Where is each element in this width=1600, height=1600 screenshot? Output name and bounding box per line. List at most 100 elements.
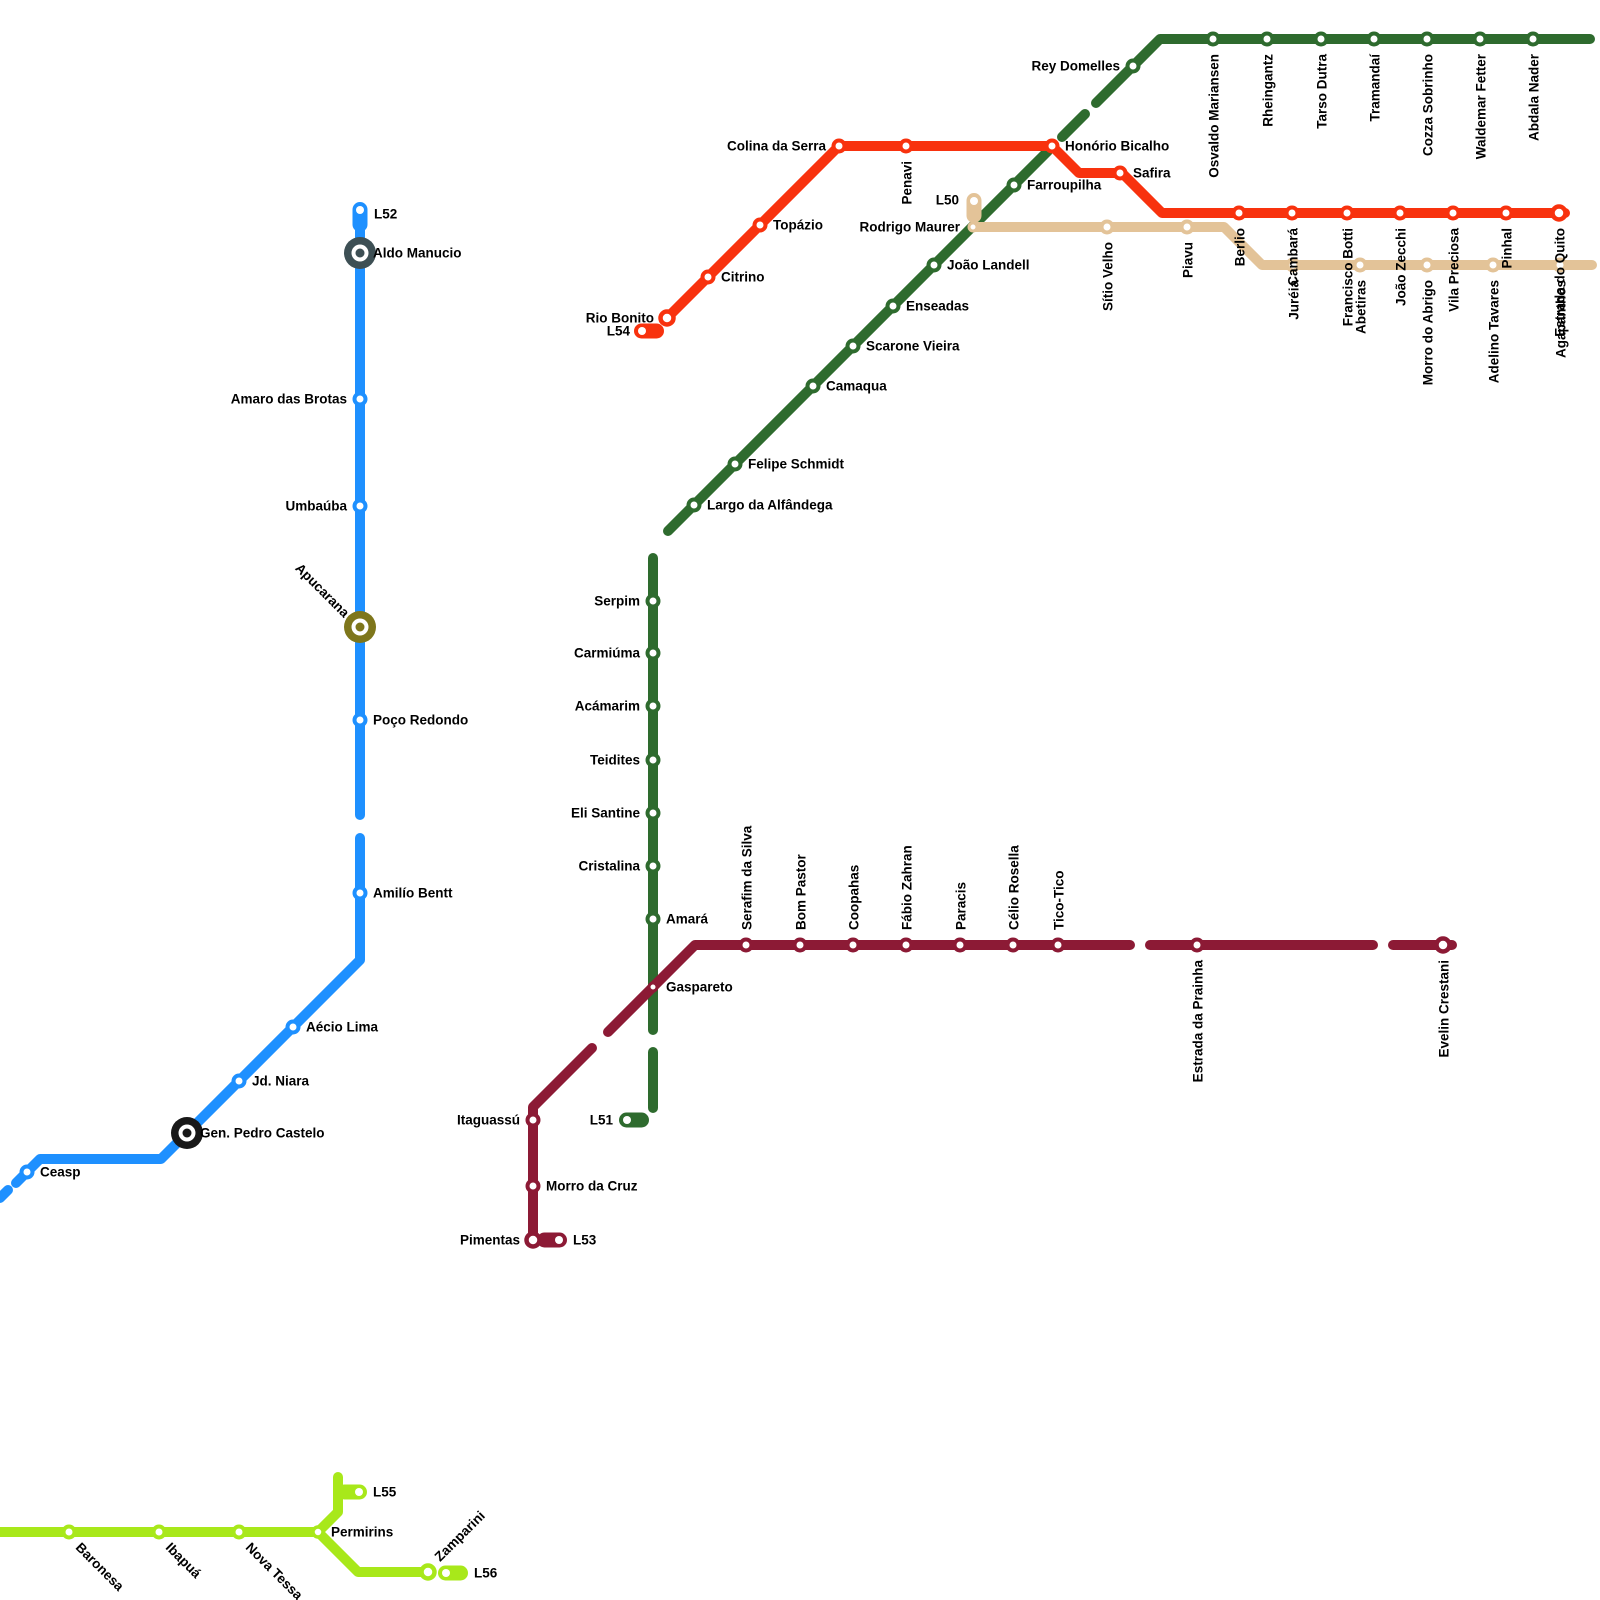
line-badge-label: L53	[573, 1233, 597, 1248]
line-badge-label: L51	[590, 1113, 614, 1128]
station-marker	[1179, 219, 1195, 235]
station-label: Agapanthos	[1554, 280, 1569, 358]
station-label: Gen. Pedro Castelo	[200, 1126, 325, 1141]
station-label: Farroupilha	[1027, 178, 1102, 193]
station-marker	[1205, 31, 1221, 47]
station-marker	[1189, 937, 1205, 953]
station-label: Permirins	[331, 1525, 393, 1540]
station-marker	[19, 1164, 35, 1180]
station-label: Eli Santine	[571, 806, 641, 821]
station-label: Estrada do Quito	[1553, 228, 1568, 337]
station-marker	[1419, 257, 1435, 273]
station-marker	[1285, 257, 1301, 273]
line-badge-L52-dot	[356, 206, 364, 214]
station-marker	[645, 698, 661, 714]
station-marker	[727, 456, 743, 472]
station-marker	[352, 885, 368, 901]
station-marker	[311, 1525, 325, 1539]
station-label: Gaspareto	[666, 980, 733, 995]
station-marker	[645, 858, 661, 874]
station-label: Abdala Nader	[1527, 53, 1542, 141]
station-label: Paracis	[954, 882, 969, 930]
station-label: João Landell	[947, 258, 1030, 273]
station-marker	[231, 1073, 247, 1089]
station-marker	[1231, 205, 1247, 221]
station-marker	[352, 498, 368, 514]
line-L52-path-2	[0, 1185, 13, 1203]
station-marker	[1112, 165, 1128, 181]
station-label: Amilío Bentt	[373, 886, 453, 901]
station-label: Vila Preciosa	[1447, 228, 1462, 312]
station-label: Célio Rosella	[1007, 845, 1022, 930]
station-label: Itaguassú	[457, 1113, 520, 1128]
station-marker	[524, 1231, 542, 1249]
station-marker	[845, 937, 861, 953]
station-marker	[352, 391, 368, 407]
station-label: Topázio	[773, 218, 823, 233]
station-label: Rey Domelles	[1031, 59, 1120, 74]
station-label: Colina da Serra	[727, 139, 827, 154]
station-label: Cristalina	[578, 859, 640, 874]
station-label: Juréia	[1287, 280, 1302, 320]
station-label: Fábio Zahran	[900, 845, 915, 930]
station-label: Apucarana	[292, 560, 352, 620]
station-marker	[898, 138, 914, 154]
station-label: Baronesa	[73, 1540, 127, 1594]
station-marker	[645, 593, 661, 609]
station-label: Amaro das Brotas	[231, 392, 347, 407]
station-marker	[805, 378, 821, 394]
station-label: Serafim da Silva	[740, 825, 755, 930]
line-L51-path-1	[1057, 109, 1090, 142]
station-marker	[1485, 257, 1501, 273]
station-marker	[1259, 31, 1275, 47]
station-label: Tarso Dutra	[1315, 54, 1330, 129]
station-marker	[1050, 937, 1066, 953]
station-label: Felipe Schmidt	[748, 457, 845, 472]
station-marker	[1284, 205, 1300, 221]
station-marker	[1339, 205, 1355, 221]
station-marker	[658, 309, 676, 327]
station-label: Adelino Tavares	[1487, 280, 1502, 383]
station-label: Francisco Botti	[1341, 228, 1356, 326]
station-label: Cozza Sobrinho	[1421, 54, 1436, 156]
station-marker	[525, 1112, 541, 1128]
station-marker	[1434, 936, 1452, 954]
station-marker	[686, 497, 702, 513]
station-marker	[419, 1563, 437, 1581]
station-marker	[61, 1524, 77, 1540]
station-label: Acámarim	[575, 699, 640, 714]
station-label: Largo da Alfândega	[707, 498, 833, 513]
station-marker	[926, 257, 942, 273]
station-label: Teidites	[590, 753, 640, 768]
station-marker	[792, 937, 808, 953]
station-label: Sítio Velho	[1101, 242, 1116, 311]
station-marker	[352, 712, 368, 728]
station-marker	[151, 1524, 167, 1540]
station-label: Honório Bicalho	[1065, 139, 1169, 154]
line-badge-L56-dot	[442, 1569, 450, 1577]
station-label: Pimentas	[460, 1233, 520, 1248]
station-label: Morro do Abrigo	[1421, 280, 1436, 385]
station-label: Abetiras	[1354, 280, 1369, 334]
station-label: Tico-Tico	[1052, 870, 1067, 930]
station-marker	[1445, 205, 1461, 221]
interchange-marker-core	[355, 622, 365, 632]
station-marker	[1044, 138, 1060, 154]
station-label: Ibapuá	[163, 1540, 205, 1582]
station-label: Aldo Manucio	[373, 246, 462, 261]
interchange-marker-core	[355, 248, 365, 258]
station-label: Jd. Niara	[252, 1074, 310, 1089]
station-marker	[831, 138, 847, 154]
station-label: Osvaldo Mariansen	[1207, 54, 1222, 178]
station-marker	[1352, 257, 1368, 273]
station-marker	[525, 1178, 541, 1194]
station-label: João Zecchi	[1394, 228, 1409, 306]
station-marker	[1366, 31, 1382, 47]
line-badge-L54-dot	[638, 327, 646, 335]
station-label: Rheingantz	[1261, 54, 1276, 127]
station-marker	[952, 937, 968, 953]
station-label: Carmiúma	[574, 646, 641, 661]
station-marker	[1525, 31, 1541, 47]
station-label: Pinhal	[1500, 228, 1515, 269]
